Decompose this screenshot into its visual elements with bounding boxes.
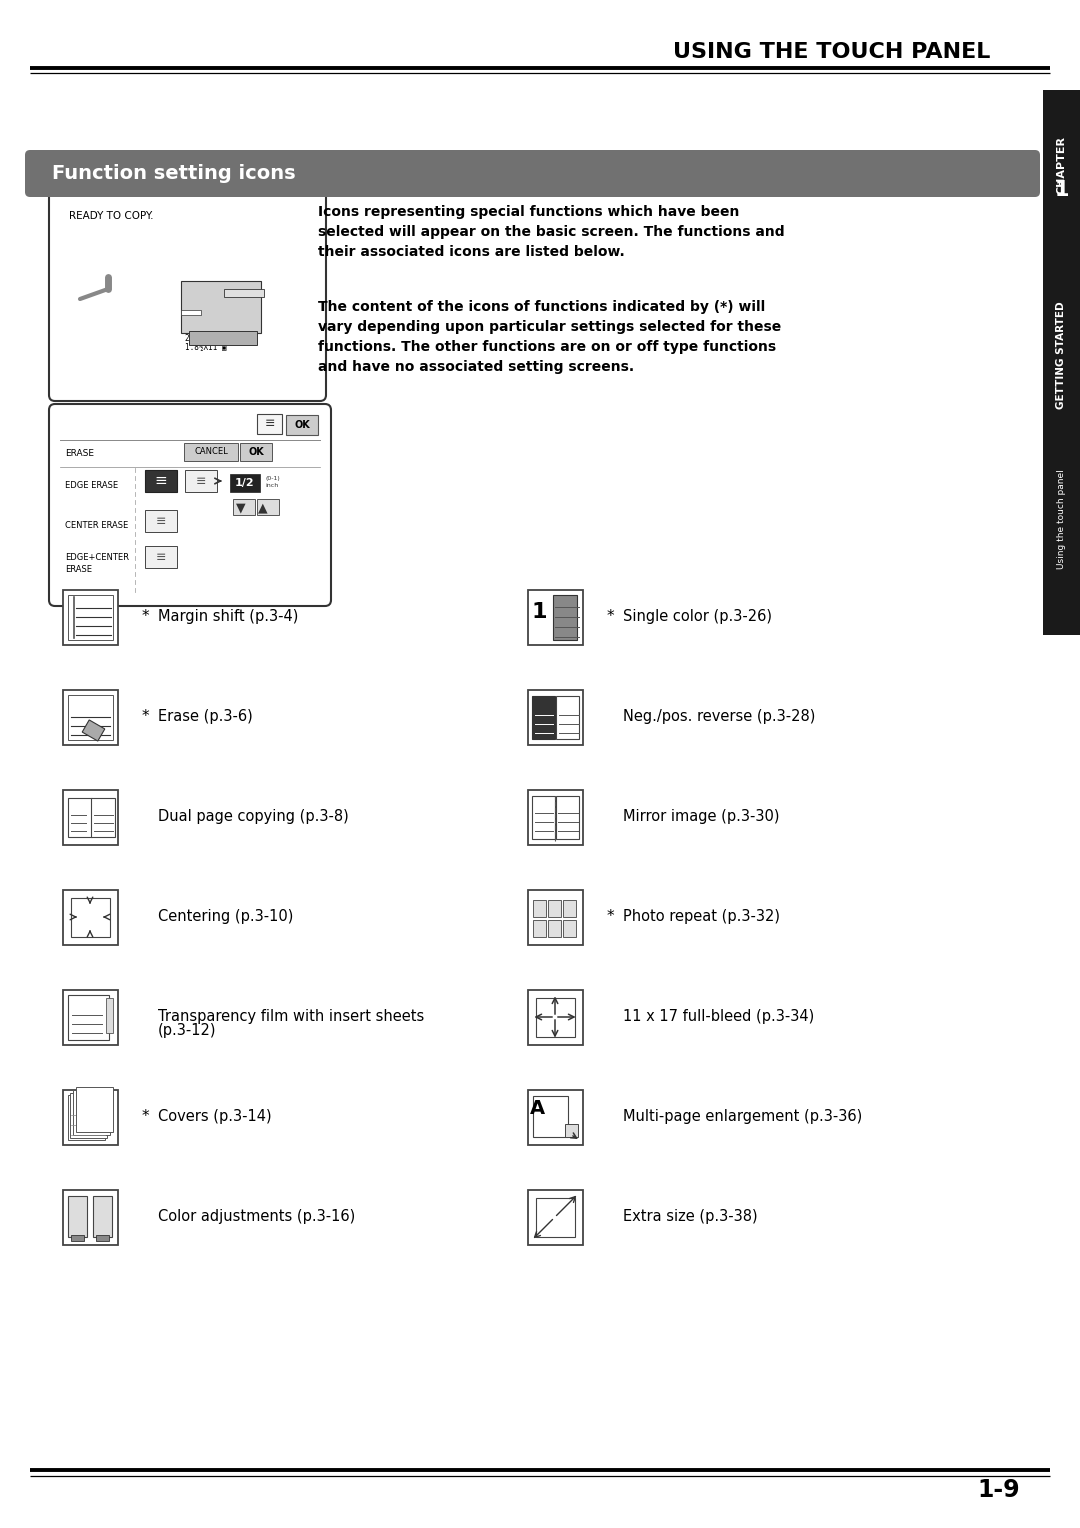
Bar xyxy=(181,310,201,315)
Text: Photo repeat (p.3-32): Photo repeat (p.3-32) xyxy=(623,909,780,924)
Bar xyxy=(527,689,582,744)
Bar xyxy=(1043,205,1080,636)
Bar xyxy=(563,900,576,917)
Text: Neg./pos. reverse (p.3‑28): Neg./pos. reverse (p.3‑28) xyxy=(623,709,815,724)
Text: vary depending upon particular settings selected for these: vary depending upon particular settings … xyxy=(318,319,781,335)
Bar xyxy=(527,990,582,1045)
Bar xyxy=(531,695,554,738)
Bar xyxy=(72,1089,109,1134)
Text: Function setting icons: Function setting icons xyxy=(52,163,296,183)
FancyBboxPatch shape xyxy=(49,403,330,607)
Text: EDGE ERASE: EDGE ERASE xyxy=(65,480,118,489)
Bar xyxy=(67,1094,105,1140)
Text: ERASE: ERASE xyxy=(65,565,92,575)
Text: GETTING STARTED: GETTING STARTED xyxy=(1056,301,1067,410)
Text: (0-1)
inch: (0-1) inch xyxy=(265,477,280,487)
Text: and have no associated setting screens.: and have no associated setting screens. xyxy=(318,361,634,374)
FancyBboxPatch shape xyxy=(25,150,1040,197)
Bar xyxy=(67,1195,86,1236)
Bar xyxy=(67,695,112,740)
Bar xyxy=(63,1189,118,1244)
Bar xyxy=(527,1189,582,1244)
Text: Margin shift (p.3-4): Margin shift (p.3-4) xyxy=(158,610,298,625)
Bar xyxy=(106,998,112,1033)
Bar xyxy=(548,920,561,937)
Text: EDGE+CENTER: EDGE+CENTER xyxy=(65,553,129,562)
Text: READY TO COPY.: READY TO COPY. xyxy=(69,211,153,222)
Text: Covers (p.3‑14): Covers (p.3‑14) xyxy=(158,1109,272,1125)
Text: Transparency film with insert sheets: Transparency film with insert sheets xyxy=(158,1010,424,1024)
Text: CENTER ERASE: CENTER ERASE xyxy=(65,521,129,530)
Bar xyxy=(63,689,118,744)
Text: ≡: ≡ xyxy=(265,417,275,431)
Bar xyxy=(63,790,118,845)
Bar xyxy=(555,796,579,839)
Text: Dual page copying (p.3-8): Dual page copying (p.3-8) xyxy=(158,810,349,825)
Bar xyxy=(527,889,582,944)
FancyBboxPatch shape xyxy=(49,189,326,400)
Bar xyxy=(532,1096,567,1137)
Bar xyxy=(181,281,261,333)
Text: Centering (p.3-10): Centering (p.3-10) xyxy=(158,909,294,924)
Text: (p.3-12): (p.3-12) xyxy=(158,1024,216,1039)
Bar xyxy=(63,889,118,944)
Bar xyxy=(63,1089,118,1144)
Bar xyxy=(553,594,577,640)
Text: CANCEL: CANCEL xyxy=(194,448,228,457)
Bar xyxy=(531,796,554,839)
Text: The content of the icons of functions indicated by (*) will: The content of the icons of functions in… xyxy=(318,299,766,313)
Text: Using the touch panel: Using the touch panel xyxy=(1057,469,1066,568)
Bar xyxy=(555,695,579,738)
Text: *: * xyxy=(141,709,150,724)
Text: ≡: ≡ xyxy=(195,475,206,487)
Text: Multi-page enlargement (p.3‑36): Multi-page enlargement (p.3‑36) xyxy=(623,1109,862,1125)
Text: ERASE: ERASE xyxy=(65,449,94,458)
Bar xyxy=(230,474,260,492)
FancyBboxPatch shape xyxy=(286,416,318,435)
Text: ≡: ≡ xyxy=(156,550,166,564)
Bar xyxy=(63,990,118,1045)
Bar xyxy=(536,998,575,1036)
Bar xyxy=(565,1123,578,1137)
Text: 1: 1 xyxy=(531,602,548,622)
Bar xyxy=(257,414,282,434)
Text: selected will appear on the basic screen. The functions and: selected will appear on the basic screen… xyxy=(318,225,785,238)
Text: ≡: ≡ xyxy=(156,515,166,527)
Text: Icons representing special functions which have been: Icons representing special functions whi… xyxy=(318,205,740,219)
Bar xyxy=(70,897,109,937)
FancyBboxPatch shape xyxy=(184,443,238,461)
Bar xyxy=(93,1195,111,1236)
Text: OK: OK xyxy=(294,420,310,429)
Bar xyxy=(69,1093,107,1137)
Text: their associated icons are listed below.: their associated icons are listed below. xyxy=(318,244,624,260)
Text: Single color (p.3-26): Single color (p.3-26) xyxy=(623,610,772,625)
Text: ▼: ▼ xyxy=(237,501,246,515)
Bar xyxy=(145,510,177,532)
Bar xyxy=(145,471,177,492)
Bar xyxy=(233,500,255,515)
Bar xyxy=(257,500,279,515)
Text: Extra size (p.3-38): Extra size (p.3-38) xyxy=(623,1210,758,1224)
Text: 1-9: 1-9 xyxy=(977,1478,1020,1502)
Bar xyxy=(67,995,108,1039)
Bar xyxy=(536,1198,575,1236)
Bar xyxy=(70,1235,83,1241)
Bar xyxy=(563,920,576,937)
Text: *: * xyxy=(607,909,615,924)
Bar xyxy=(1043,90,1080,205)
Bar xyxy=(67,798,92,836)
Bar xyxy=(91,798,114,836)
Text: 1: 1 xyxy=(1054,180,1069,200)
Text: *: * xyxy=(141,610,150,625)
Bar xyxy=(225,289,265,296)
Bar xyxy=(95,1235,108,1241)
Text: CHAPTER: CHAPTER xyxy=(1056,136,1067,194)
Text: *: * xyxy=(607,610,615,625)
Text: A: A xyxy=(530,1100,545,1118)
Bar xyxy=(67,594,112,640)
FancyBboxPatch shape xyxy=(240,443,272,461)
Text: 1/2: 1/2 xyxy=(235,478,255,487)
Text: Color adjustments (p.3-16): Color adjustments (p.3-16) xyxy=(158,1210,355,1224)
Bar xyxy=(82,720,105,741)
Text: Erase (p.3‑6): Erase (p.3‑6) xyxy=(158,709,253,724)
